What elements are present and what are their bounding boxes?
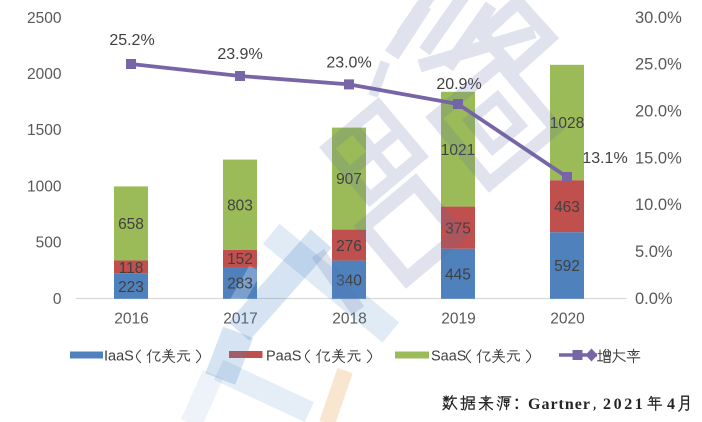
svg-text:20.9%: 20.9%	[436, 76, 481, 93]
svg-text:500: 500	[36, 235, 62, 252]
svg-text:658: 658	[118, 216, 144, 233]
svg-text:25.0%: 25.0%	[635, 56, 682, 74]
svg-text:IaaS: IaaS	[104, 349, 134, 365]
svg-text:1021: 1021	[441, 142, 475, 159]
svg-text:2016: 2016	[114, 310, 148, 327]
svg-text:SaaS: SaaS	[431, 349, 466, 365]
svg-text:23.0%: 23.0%	[326, 55, 371, 72]
svg-text:15.0%: 15.0%	[635, 149, 682, 167]
svg-text:2019: 2019	[441, 310, 475, 327]
svg-text:25.2%: 25.2%	[109, 32, 154, 49]
svg-text:10.0%: 10.0%	[635, 196, 682, 214]
svg-text:5.0%: 5.0%	[635, 243, 673, 261]
svg-text:1500: 1500	[27, 122, 62, 139]
svg-text:2021: 2021	[603, 396, 645, 413]
svg-text:0: 0	[53, 291, 62, 308]
svg-text:Gartner: Gartner	[528, 396, 591, 413]
svg-text:4: 4	[667, 396, 675, 413]
svg-text:283: 283	[227, 276, 253, 293]
svg-text:20.0%: 20.0%	[635, 103, 682, 121]
svg-text:463: 463	[554, 199, 580, 216]
svg-text:13.1%: 13.1%	[582, 150, 627, 167]
svg-text:340: 340	[336, 272, 362, 289]
svg-text:907: 907	[336, 171, 362, 188]
svg-text:1000: 1000	[27, 178, 62, 195]
svg-text:23.9%: 23.9%	[217, 46, 262, 63]
svg-text:2017: 2017	[223, 310, 257, 327]
svg-text:223: 223	[118, 279, 144, 296]
svg-text:2000: 2000	[27, 66, 62, 83]
svg-text:445: 445	[445, 267, 471, 284]
svg-text:2020: 2020	[550, 310, 585, 327]
svg-text:803: 803	[227, 197, 253, 214]
svg-text:0.0%: 0.0%	[635, 290, 673, 308]
svg-text:118: 118	[119, 260, 144, 277]
svg-text:PaaS: PaaS	[266, 349, 301, 365]
svg-text:2500: 2500	[27, 10, 62, 27]
svg-text:152: 152	[227, 251, 253, 268]
svg-text:1028: 1028	[550, 115, 584, 132]
svg-text:2018: 2018	[332, 310, 366, 327]
svg-text:30.0%: 30.0%	[635, 9, 682, 27]
svg-text:592: 592	[554, 258, 580, 275]
svg-text:375: 375	[445, 220, 471, 237]
svg-text:276: 276	[336, 238, 362, 255]
